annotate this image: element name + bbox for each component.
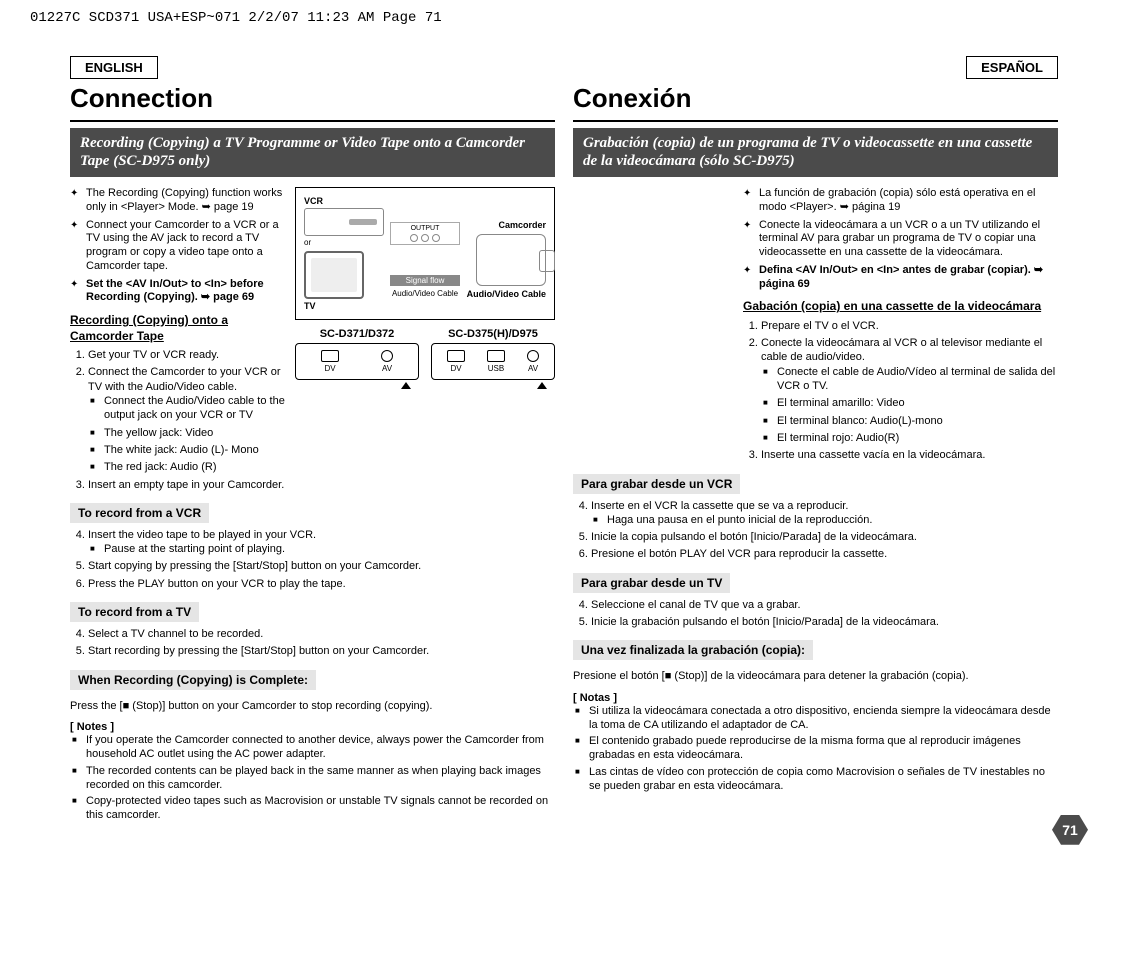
- step: Start recording by pressing the [Start/S…: [88, 644, 555, 658]
- substep: El terminal rojo: Audio(R): [777, 431, 1058, 445]
- heading-vcr-es: Para grabar desde un VCR: [573, 474, 740, 494]
- av-port-icon: [527, 350, 539, 362]
- complete-text-en: Press the [■ (Stop)] button on your Camc…: [70, 699, 555, 713]
- intro-list-es: La función de grabación (copia) sólo est…: [743, 187, 1058, 291]
- note-item: Copy-protected video tapes such as Macro…: [86, 794, 555, 823]
- lang-tab-espanol: ESPAÑOL: [966, 56, 1058, 79]
- output-box: OUTPUT: [390, 222, 460, 245]
- connection-diagram: VCR or TV OUTPUT: [295, 187, 555, 495]
- step: Inicie la grabación pulsando el botón [I…: [591, 615, 1058, 629]
- heading-recording-en: Recording (Copying) onto a Camcorder Tap…: [70, 313, 285, 344]
- print-header: 01227C SCD371 USA+ESP~071 2/2/07 11:23 A…: [0, 0, 1128, 36]
- banner-espanol: Grabación (copia) de un programa de TV o…: [573, 128, 1058, 178]
- heading-complete-es: Una vez finalizada la grabación (copia):: [573, 640, 813, 660]
- step: Inserte una cassette vacía en la videocá…: [761, 448, 1058, 462]
- step: Prepare el TV o el VCR.: [761, 319, 1058, 333]
- step: Get your TV or VCR ready.: [88, 348, 285, 362]
- column-espanol: Conexión Grabación (copia) de un program…: [573, 83, 1058, 825]
- step: Seleccione el canal de TV que va a graba…: [591, 598, 1058, 612]
- intro-item: Conecte la videocámara a un VCR o a un T…: [759, 219, 1058, 260]
- usb-port-icon: [487, 350, 505, 362]
- steps-en: Get your TV or VCR ready. Connect the Ca…: [70, 348, 285, 492]
- divider: [70, 120, 555, 122]
- title-english: Connection: [70, 83, 555, 114]
- banner-english: Recording (Copying) a TV Programme or Vi…: [70, 128, 555, 178]
- dv-port-icon: [321, 350, 339, 362]
- intro-item: Defina <AV In/Out> en <In> antes de grab…: [759, 264, 1058, 292]
- intro-item: Connect your Camcorder to a VCR or a TV …: [86, 219, 285, 274]
- substep: The white jack: Audio (L)- Mono: [104, 443, 285, 457]
- substep: The red jack: Audio (R): [104, 460, 285, 474]
- model-label-2: SC-D375(H)/D975: [431, 328, 555, 340]
- step: Insert the video tape to be played in yo…: [88, 528, 555, 557]
- note-item: Si utiliza la videocámara conectada a ot…: [589, 704, 1058, 733]
- arrow-up-icon: [537, 382, 547, 389]
- notes-list-es: Si utiliza la videocámara conectada a ot…: [573, 704, 1058, 794]
- port-diagrams: SC-D371/D372 DV AV SC-D375(H)/D975 DV: [295, 328, 555, 389]
- step: Inicie la copia pulsando el botón [Inici…: [591, 530, 1058, 544]
- intro-item: Set the <AV In/Out> to <In> before Recor…: [86, 278, 285, 306]
- note-item: If you operate the Camcorder connected t…: [86, 733, 555, 762]
- model-label-1: SC-D371/D372: [295, 328, 419, 340]
- column-english: Connection Recording (Copying) a TV Prog…: [70, 83, 555, 825]
- step: Conecte la videocámara al VCR o al telev…: [761, 336, 1058, 445]
- step: Presione el botón PLAY del VCR para repr…: [591, 547, 1058, 561]
- heading-vcr-en: To record from a VCR: [70, 503, 209, 523]
- heading-tv-en: To record from a TV: [70, 602, 199, 622]
- lang-tab-english: ENGLISH: [70, 56, 158, 79]
- notes-label-es: [ Notas ]: [573, 692, 1058, 704]
- step: Insert an empty tape in your Camcorder.: [88, 478, 285, 492]
- step: Connect the Camcorder to your VCR or TV …: [88, 365, 285, 474]
- signal-flow-label: Signal flow: [390, 275, 460, 286]
- substep: Haga una pausa en el punto inicial de la…: [607, 513, 1058, 527]
- note-item: The recorded contents can be played back…: [86, 764, 555, 793]
- notes-list-en: If you operate the Camcorder connected t…: [70, 733, 555, 823]
- page-content: ENGLISH ESPAÑOL Connection Recording (Co…: [0, 36, 1128, 865]
- vcr-icon: [304, 208, 384, 236]
- substep: Conecte el cable de Audio/Vídeo al termi…: [777, 365, 1058, 394]
- tv-icon: [304, 251, 364, 299]
- camcorder-icon: [476, 234, 546, 286]
- notes-label-en: [ Notes ]: [70, 721, 555, 733]
- steps-es: Prepare el TV o el VCR. Conecte la video…: [743, 319, 1058, 463]
- substep: El terminal blanco: Audio(L)-mono: [777, 414, 1058, 428]
- substep: The yellow jack: Video: [104, 426, 285, 440]
- intro-item: The Recording (Copying) function works o…: [86, 187, 285, 215]
- substep: Connect the Audio/Video cable to the out…: [104, 394, 285, 423]
- substep: Pause at the starting point of playing.: [104, 542, 555, 556]
- step: Select a TV channel to be recorded.: [88, 627, 555, 641]
- intro-item: La función de grabación (copia) sólo est…: [759, 187, 1058, 215]
- heading-complete-en: When Recording (Copying) is Complete:: [70, 670, 316, 690]
- substep: El terminal amarillo: Video: [777, 396, 1058, 410]
- divider: [573, 120, 1058, 122]
- dv-port-icon: [447, 350, 465, 362]
- arrow-up-icon: [401, 382, 411, 389]
- title-espanol: Conexión: [573, 83, 1058, 114]
- note-item: El contenido grabado puede reproducirse …: [589, 734, 1058, 763]
- step: Start copying by pressing the [Start/Sto…: [88, 559, 555, 573]
- heading-recording-es: Gabación (copia) en una cassette de la v…: [743, 299, 1058, 315]
- heading-tv-es: Para grabar desde un TV: [573, 573, 730, 593]
- step: Press the PLAY button on your VCR to pla…: [88, 577, 555, 591]
- step: Inserte en el VCR la cassette que se va …: [591, 499, 1058, 528]
- complete-text-es: Presione el botón [■ (Stop)] de la video…: [573, 669, 1058, 683]
- av-port-icon: [381, 350, 393, 362]
- note-item: Las cintas de vídeo con protección de co…: [589, 765, 1058, 794]
- intro-list-en: The Recording (Copying) function works o…: [70, 187, 285, 305]
